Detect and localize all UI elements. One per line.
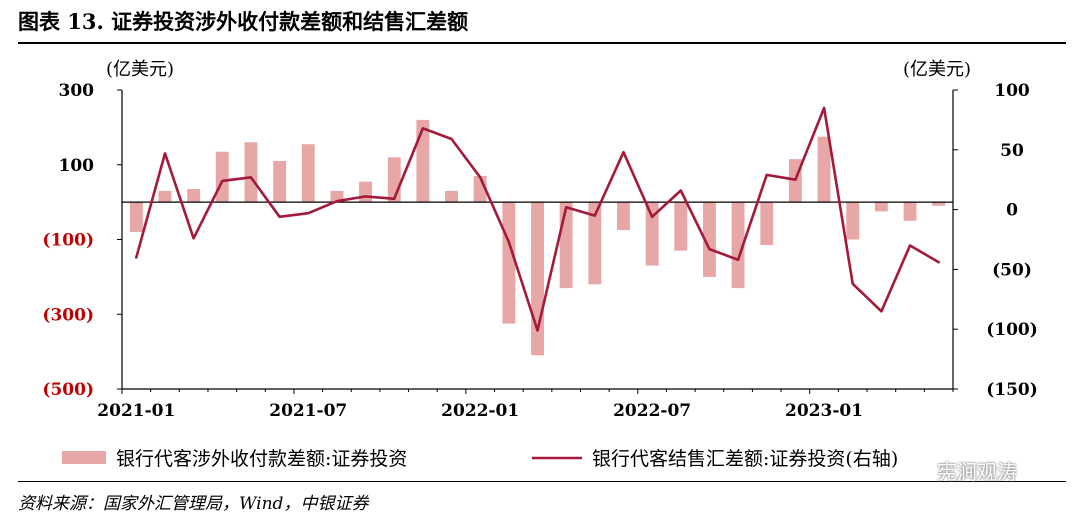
bar-2021-08 <box>330 190 344 203</box>
right-tick-label: 0 <box>1006 201 1018 221</box>
source-note: 资料来源：国家外汇管理局，Wind，中银证券 <box>18 494 369 514</box>
bar-2022-06 <box>617 202 630 231</box>
legend: 银行代客涉外收付款差额:证券投资 银行代客结售汇差额:证券投资(右轴) <box>62 448 898 470</box>
axes-layer <box>117 89 958 394</box>
right-tick-label: (100) <box>986 320 1038 340</box>
right-tick-label: (50) <box>992 260 1032 280</box>
bar-2023-01 <box>817 136 831 203</box>
line-layer <box>135 106 941 332</box>
bar-2021-09 <box>359 181 372 203</box>
title-rule <box>18 42 1066 44</box>
bar-2021-03 <box>187 189 201 203</box>
x-tick-label: 2021-01 <box>97 401 175 421</box>
bar-2023-04 <box>903 202 917 221</box>
legend-label-line: 银行代客结售汇差额:证券投资(右轴) <box>592 448 898 470</box>
labels-layer: 300 100 (100) (300) (500) 100 50 0 (50) (100) (150… <box>42 59 1037 421</box>
legend-swatch-bar <box>62 451 106 464</box>
x-tick-label: 2023-01 <box>785 401 863 421</box>
x-tick-label: 2022-01 <box>441 401 519 421</box>
bar-2023-03 <box>874 202 888 212</box>
bar-2023-02 <box>846 202 860 240</box>
bar-2022-03 <box>531 202 544 356</box>
right-axis-unit: (亿美元) <box>903 59 971 80</box>
bar-2023-05 <box>932 202 946 206</box>
bar-2021-06 <box>273 161 287 203</box>
watermark: 宪涧观涛 <box>905 456 1017 485</box>
bar-2022-09 <box>703 202 716 277</box>
bar-2021-12 <box>445 190 458 203</box>
bar-2022-05 <box>588 202 602 285</box>
left-tick-label: (500) <box>42 380 94 400</box>
bar-2022-11 <box>760 202 774 246</box>
bar-2022-10 <box>731 202 745 289</box>
bar-2022-08 <box>674 202 688 251</box>
left-tick-label: 100 <box>59 156 95 176</box>
source-rule <box>18 481 1066 482</box>
bar-2022-04 <box>559 202 573 289</box>
watermark-text: 宪涧观涛 <box>937 460 1017 484</box>
left-axis-unit: (亿美元) <box>106 59 174 80</box>
bar-2021-04 <box>215 151 229 203</box>
bar-2021-07 <box>301 144 315 203</box>
x-tick-label: 2022-07 <box>613 401 691 421</box>
right-tick-label: 100 <box>994 81 1030 101</box>
x-tick-label: 2021-07 <box>269 401 347 421</box>
left-tick-label: (300) <box>42 305 94 325</box>
bar-2021-01 <box>129 202 143 232</box>
left-tick-label: 300 <box>59 81 95 101</box>
bars-layer <box>129 119 946 356</box>
bar-2021-11 <box>416 119 430 203</box>
right-tick-label: (150) <box>986 380 1038 400</box>
chart-title: 图表 13. 证券投资涉外收付款差额和结售汇差额 <box>18 9 469 34</box>
wechat-icon <box>905 461 930 479</box>
bar-2022-02 <box>502 202 516 324</box>
bar-2021-05 <box>244 142 258 203</box>
legend-label-bar: 银行代客涉外收付款差额:证券投资 <box>116 448 407 470</box>
bar-2022-07 <box>645 202 659 266</box>
bar-2021-02 <box>158 190 172 203</box>
right-tick-label: 50 <box>1000 141 1024 161</box>
left-tick-label: (100) <box>42 231 94 251</box>
